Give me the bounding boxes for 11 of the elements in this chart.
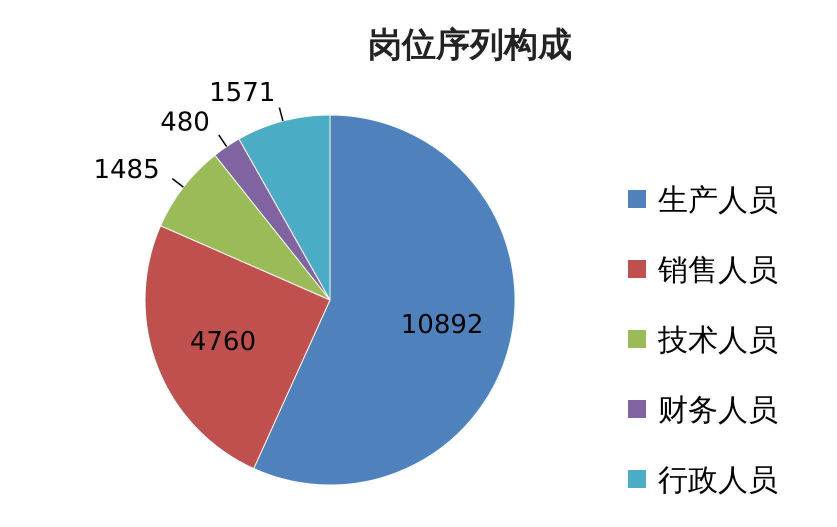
legend-label: 技术人员 [657, 323, 778, 358]
legend-label: 行政人员 [658, 463, 778, 498]
data-label: 480 [160, 108, 210, 138]
data-label: 1485 [93, 154, 160, 185]
data-label: 1571 [209, 78, 276, 108]
legend-label: 财务人员 [658, 393, 778, 428]
data-label: 4760 [190, 327, 256, 358]
chart-title: 岗位序列构成 [368, 25, 572, 65]
data-label: 10892 [400, 310, 484, 340]
legend-label: 销售人员 [657, 253, 778, 288]
legend-label: 生产人员 [658, 183, 778, 218]
